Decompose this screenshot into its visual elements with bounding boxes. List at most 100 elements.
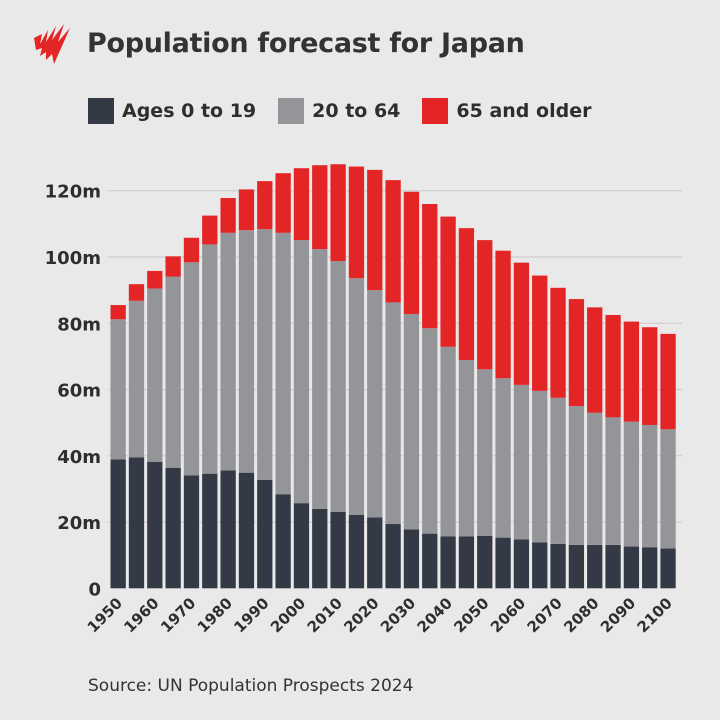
- x-tick-label: 2040: [414, 594, 456, 636]
- bar-working-2050: [477, 369, 493, 536]
- bar-working-2085: [605, 417, 621, 545]
- bar-old-2090: [623, 321, 640, 422]
- bar-young-2075: [568, 544, 585, 589]
- x-tick-label: 2060: [487, 594, 529, 636]
- y-tick-label: 60m: [57, 381, 101, 402]
- bar-young-2050: [477, 535, 493, 589]
- bar-old-1995: [275, 173, 291, 233]
- legend-swatch-young: [88, 98, 114, 124]
- bar-working-2035: [422, 328, 438, 534]
- x-tick-label: 2070: [524, 594, 566, 636]
- bar-working-1975: [202, 244, 218, 474]
- x-tick-label: 2030: [377, 594, 419, 636]
- bar-young-2055: [495, 537, 511, 589]
- bar-working-1960: [147, 288, 163, 462]
- x-tick-label: 2000: [267, 594, 309, 636]
- bar-old-1965: [165, 256, 181, 277]
- bar-working-2065: [532, 390, 548, 543]
- legend-label-working: 20 to 64: [312, 100, 401, 122]
- bar-working-2055: [495, 378, 511, 538]
- bar-working-2070: [550, 397, 566, 544]
- bar-working-2010: [330, 260, 346, 512]
- y-tick-label: 120m: [45, 182, 101, 203]
- bar-young-2015: [348, 514, 365, 589]
- bar-old-2035: [422, 203, 438, 329]
- bar-young-2020: [367, 517, 383, 589]
- chart-title: Population forecast for Japan: [87, 28, 525, 59]
- bar-working-2080: [587, 412, 603, 545]
- bar-young-2080: [587, 544, 603, 589]
- bar-young-2035: [422, 533, 438, 589]
- bar-working-2020: [367, 290, 383, 518]
- bar-old-1985: [238, 189, 255, 231]
- bar-working-2090: [623, 421, 640, 547]
- bar-working-2040: [440, 346, 456, 537]
- bar-old-1975: [202, 215, 218, 245]
- bar-old-2095: [642, 327, 658, 425]
- bar-young-2085: [605, 544, 621, 589]
- bar-young-1995: [275, 494, 291, 589]
- bar-young-2060: [513, 539, 530, 589]
- bar-working-1985: [238, 230, 255, 473]
- legend-item-working: 20 to 64: [278, 98, 400, 124]
- x-tick-label: 1990: [230, 594, 272, 636]
- bar-young-1950: [110, 459, 126, 589]
- bar-old-2060: [513, 262, 530, 385]
- bar-working-1970: [183, 262, 200, 476]
- bar-young-2005: [312, 508, 328, 589]
- bar-young-1970: [183, 475, 200, 589]
- bar-working-2075: [568, 406, 585, 545]
- bar-working-2025: [385, 302, 401, 525]
- bar-old-2020: [367, 169, 383, 291]
- bar-old-2055: [495, 250, 511, 379]
- x-tick-label: 2090: [597, 594, 639, 636]
- bar-old-2085: [605, 314, 621, 418]
- bar-young-1965: [165, 467, 181, 589]
- bar-old-2025: [385, 180, 401, 303]
- bar-old-2010: [330, 164, 346, 261]
- bar-old-2100: [660, 333, 676, 430]
- bar-old-1980: [220, 198, 236, 233]
- bar-young-2010: [330, 511, 346, 589]
- legend-item-young: Ages 0 to 19: [88, 98, 256, 124]
- source-note: Source: UN Population Prospects 2024: [88, 676, 414, 696]
- bar-young-2065: [532, 542, 548, 589]
- bar-young-2090: [623, 546, 640, 589]
- bar-young-1955: [128, 457, 145, 589]
- bar-old-2040: [440, 216, 456, 347]
- bar-old-2030: [403, 191, 420, 314]
- bar-young-2040: [440, 536, 456, 589]
- y-tick-label: 0: [88, 579, 101, 600]
- bar-old-2015: [348, 166, 365, 279]
- bar-old-2050: [477, 240, 493, 370]
- x-tick-label: 1950: [84, 594, 126, 636]
- bar-young-2095: [642, 547, 658, 589]
- legend-swatch-old: [422, 98, 449, 124]
- bar-young-1975: [202, 473, 218, 589]
- legend-label-young: Ages 0 to 19: [122, 100, 257, 122]
- y-tick-label: 40m: [57, 447, 101, 468]
- x-tick-label: 2050: [450, 594, 492, 636]
- x-tick-label: 1980: [194, 594, 236, 636]
- x-tick-label: 2010: [304, 594, 346, 636]
- bar-old-2080: [587, 307, 603, 413]
- x-tick-label: 1960: [120, 594, 162, 636]
- bar-working-2005: [312, 249, 328, 509]
- bar-working-2100: [660, 429, 676, 549]
- bar-old-2000: [293, 168, 310, 241]
- bar-old-2045: [458, 228, 475, 361]
- bar-old-2005: [312, 165, 328, 250]
- bar-working-2015: [348, 278, 365, 515]
- legend: Ages 0 to 19 20 to 64 65 and older: [88, 98, 613, 124]
- bar-working-1995: [275, 232, 291, 495]
- bar-working-1950: [110, 319, 126, 460]
- x-tick-label: 2080: [560, 594, 602, 636]
- bar-young-2070: [550, 543, 566, 589]
- bar-young-2025: [385, 524, 401, 589]
- bar-working-2045: [458, 360, 475, 537]
- y-tick-label: 100m: [45, 248, 101, 269]
- bar-old-1950: [110, 305, 126, 320]
- legend-swatch-working: [278, 98, 305, 124]
- bar-young-1960: [147, 461, 163, 589]
